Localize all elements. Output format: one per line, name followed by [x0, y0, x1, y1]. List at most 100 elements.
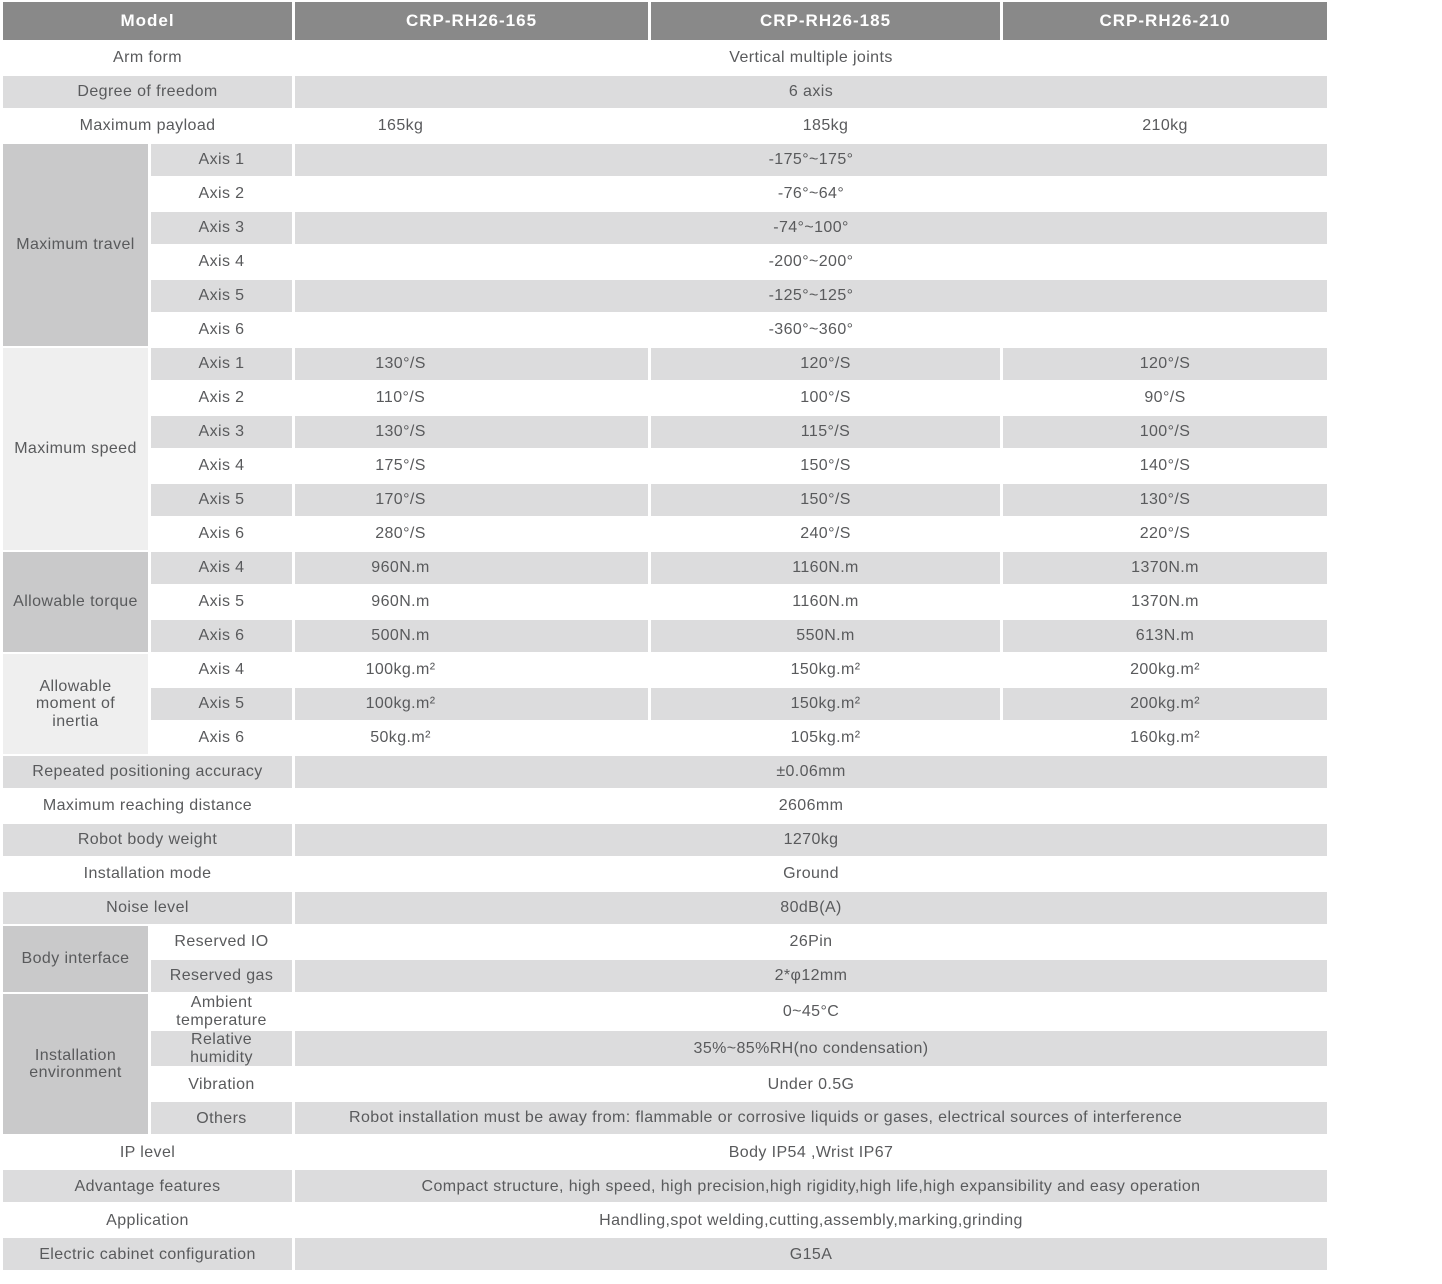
spec-label: Axis 4 — [151, 450, 293, 482]
spec-row: IP level Body IP54 ,Wrist IP67 — [3, 1136, 1328, 1169]
spec-label: Others — [151, 1102, 293, 1135]
robot-spec-table: Model CRP-RH26-165 CRP-RH26-185 CRP-RH26… — [3, 2, 1328, 1271]
spec-value: Handling,spot welding,cutting,assembly,m… — [295, 1204, 1328, 1237]
spec-row: Axis 3 -74°~100° — [3, 212, 1328, 244]
spec-label: Axis 6 — [151, 314, 293, 346]
group-label: Installation environment — [3, 994, 148, 1135]
spec-row: Repeated positioning accuracy ±0.06mm — [3, 756, 1328, 788]
spec-value: Ground — [295, 858, 1328, 890]
spec-label: Robot body weight — [3, 824, 293, 856]
spec-label: Axis 6 — [151, 518, 293, 550]
spec-label: Axis 3 — [151, 212, 293, 244]
spec-row: Installation environment Ambient temperat… — [3, 994, 1328, 1135]
spec-row: Maximum reaching distance 2606mm — [3, 790, 1328, 822]
spec-row: Axis 4 -200°~200° — [3, 246, 1328, 278]
spec-row: Application Handling,spot welding,cutting… — [3, 1204, 1328, 1237]
spec-row: Axis 2 110°/S 100°/S 90°/S — [3, 382, 1328, 414]
spec-label: Axis 3 — [151, 416, 293, 448]
spec-value: 200kg.m² — [1003, 688, 1328, 720]
spec-row: Allowable torque Axis 4 960N.m 1160N.m 1370N… — [3, 552, 1328, 652]
spec-label: Relative humidity — [151, 1031, 293, 1067]
spec-label: Axis 5 — [151, 688, 293, 720]
spec-row: Reserved gas 2*φ12mm — [3, 960, 1328, 992]
spec-row: Maximum travel Axis 1 -175°~175° — [3, 144, 1328, 346]
spec-value: ±0.06mm — [295, 756, 1328, 788]
spec-row: Vibration Under 0.5G — [3, 1068, 1328, 1101]
spec-value: 50kg.m² — [295, 722, 649, 754]
spec-value: 150°/S — [651, 450, 1001, 482]
spec-label: Repeated positioning accuracy — [3, 756, 293, 788]
model-header-label: Model — [3, 2, 293, 40]
spec-label: Reserved gas — [151, 960, 293, 992]
spec-label: Ambient temperature — [151, 994, 293, 1030]
model-name-210: CRP-RH26-210 — [1003, 2, 1328, 40]
spec-label: Axis 5 — [151, 280, 293, 312]
spec-value: 26Pin — [295, 926, 1328, 958]
spec-row: Axis 2 -76°~64° — [3, 178, 1328, 210]
spec-label: IP level — [3, 1136, 293, 1169]
spec-value: 175°/S — [295, 450, 649, 482]
spec-value: 1370N.m — [1003, 586, 1328, 618]
spec-value: 120°/S — [1003, 348, 1328, 380]
spec-value: 105kg.m² — [651, 722, 1001, 754]
spec-value: 185kg — [651, 110, 1001, 142]
spec-value: 90°/S — [1003, 382, 1328, 414]
spec-row: Allowable moment of inertia Axis 4 100kg.m… — [3, 654, 1328, 754]
spec-label: Axis 1 — [151, 348, 293, 380]
group-label: Maximum speed — [3, 348, 148, 550]
spec-value: Body IP54 ,Wrist IP67 — [295, 1136, 1328, 1169]
spec-value: 100°/S — [651, 382, 1001, 414]
spec-label: Reserved IO — [151, 926, 293, 958]
spec-value: 170°/S — [295, 484, 649, 516]
spec-label: Noise level — [3, 892, 293, 924]
spec-row: Noise level 80dB(A) — [3, 892, 1328, 924]
spec-row: Relative humidity 35%~85%RH(no condensati… — [3, 1031, 1328, 1067]
spec-row: Arm form Vertical multiple joints — [3, 42, 1328, 74]
spec-value: 150kg.m² — [651, 688, 1001, 720]
group-label: Allowable moment of inertia — [3, 654, 148, 754]
spec-value: 210kg — [1003, 110, 1328, 142]
spec-value: 0~45°C — [295, 994, 1328, 1030]
spec-label: Vibration — [151, 1068, 293, 1101]
spec-value: 165kg — [295, 110, 649, 142]
spec-value: 130°/S — [295, 348, 649, 380]
spec-row: Maximum payload 165kg 185kg 210kg — [3, 110, 1328, 142]
spec-value: -74°~100° — [295, 212, 1328, 244]
spec-value: 1160N.m — [651, 586, 1001, 618]
spec-label: Advantage features — [3, 1170, 293, 1203]
spec-value: 115°/S — [651, 416, 1001, 448]
spec-row: Advantage features Compact structure, hig… — [3, 1170, 1328, 1203]
spec-value: 960N.m — [295, 552, 649, 584]
spec-label: Axis 4 — [151, 246, 293, 278]
group-label: Maximum travel — [3, 144, 148, 346]
spec-value: -76°~64° — [295, 178, 1328, 210]
spec-value: -200°~200° — [295, 246, 1328, 278]
model-name-185: CRP-RH26-185 — [651, 2, 1001, 40]
spec-value: Vertical multiple joints — [295, 42, 1328, 74]
spec-row: Axis 3 130°/S 115°/S 100°/S — [3, 416, 1328, 448]
spec-row: Axis 6 -360°~360° — [3, 314, 1328, 346]
spec-value: 160kg.m² — [1003, 722, 1328, 754]
spec-value: -175°~175° — [295, 144, 1328, 176]
spec-label: Axis 1 — [151, 144, 293, 176]
spec-row: Axis 5 -125°~125° — [3, 280, 1328, 312]
spec-value: 100kg.m² — [295, 688, 649, 720]
spec-row: Axis 5 170°/S 150°/S 130°/S — [3, 484, 1328, 516]
group-label: Body interface — [3, 926, 148, 992]
spec-value: 140°/S — [1003, 450, 1328, 482]
spec-label: Axis 5 — [151, 586, 293, 618]
spec-value: 200kg.m² — [1003, 654, 1328, 686]
spec-value: 130°/S — [295, 416, 649, 448]
spec-value: 130°/S — [1003, 484, 1328, 516]
spec-label: Axis 5 — [151, 484, 293, 516]
spec-value: 80dB(A) — [295, 892, 1328, 924]
spec-value: 613N.m — [1003, 620, 1328, 652]
spec-row: Installation mode Ground — [3, 858, 1328, 890]
spec-label: Axis 4 — [151, 654, 293, 686]
spec-label: Electric cabinet configuration — [3, 1238, 293, 1271]
spec-label: Maximum payload — [3, 110, 293, 142]
spec-row: Axis 6 280°/S 240°/S 220°/S — [3, 518, 1328, 550]
spec-row: Maximum speed Axis 1 130°/S 120°/S 120°/S — [3, 348, 1328, 550]
spec-value: 35%~85%RH(no condensation) — [295, 1031, 1328, 1067]
spec-value: Under 0.5G — [295, 1068, 1328, 1101]
